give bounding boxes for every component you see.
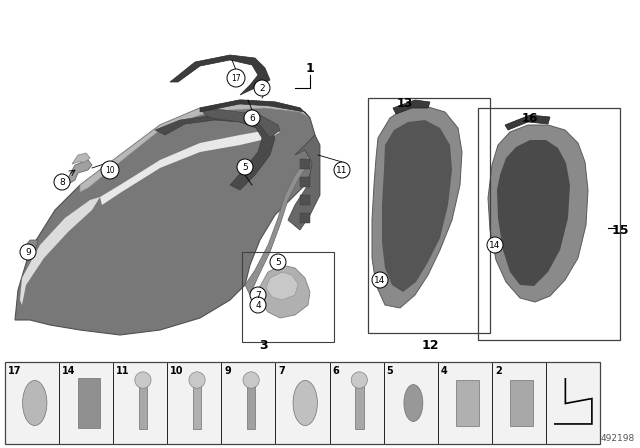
Circle shape: [227, 69, 245, 87]
Polygon shape: [245, 148, 315, 295]
Polygon shape: [15, 100, 315, 335]
Circle shape: [254, 80, 270, 96]
Polygon shape: [20, 197, 100, 305]
Circle shape: [372, 272, 388, 288]
Text: 6: 6: [333, 366, 339, 376]
Polygon shape: [200, 100, 310, 118]
Bar: [5, 362, 600, 444]
Bar: [193, 377, 202, 429]
Polygon shape: [393, 100, 430, 114]
Circle shape: [20, 244, 36, 260]
Polygon shape: [155, 115, 275, 190]
Text: 17: 17: [231, 73, 241, 82]
Bar: [368, 98, 490, 333]
Bar: [300, 195, 310, 205]
Polygon shape: [266, 272, 298, 300]
Text: 2: 2: [259, 83, 265, 92]
Text: 1: 1: [306, 61, 314, 74]
Ellipse shape: [243, 372, 259, 388]
Bar: [478, 108, 620, 340]
Text: 14: 14: [62, 366, 76, 376]
Ellipse shape: [293, 380, 317, 426]
Bar: [78, 379, 100, 427]
Ellipse shape: [135, 372, 151, 388]
Bar: [139, 377, 147, 429]
Polygon shape: [497, 140, 570, 286]
Text: 11: 11: [336, 165, 348, 175]
Polygon shape: [72, 153, 90, 164]
Bar: [355, 377, 364, 429]
Circle shape: [270, 254, 286, 270]
Bar: [456, 380, 479, 426]
Text: 6: 6: [249, 113, 255, 122]
Circle shape: [54, 174, 70, 190]
Polygon shape: [258, 265, 310, 318]
Text: 7: 7: [278, 366, 285, 376]
Circle shape: [250, 287, 266, 303]
Polygon shape: [200, 108, 280, 138]
Text: 3: 3: [260, 339, 268, 352]
Text: 2: 2: [495, 366, 502, 376]
Circle shape: [250, 297, 266, 313]
Polygon shape: [68, 160, 92, 183]
Bar: [300, 213, 310, 223]
Text: 14: 14: [374, 276, 386, 284]
Polygon shape: [382, 120, 452, 292]
Ellipse shape: [351, 372, 367, 388]
Polygon shape: [288, 135, 320, 230]
Polygon shape: [24, 240, 38, 252]
Text: 17: 17: [8, 366, 22, 376]
Ellipse shape: [189, 372, 205, 388]
Text: 13: 13: [397, 96, 413, 109]
Text: 5: 5: [387, 366, 394, 376]
Circle shape: [101, 161, 119, 179]
Ellipse shape: [404, 384, 423, 422]
Text: 492198: 492198: [601, 434, 635, 443]
Text: 10: 10: [170, 366, 184, 376]
Text: 4: 4: [255, 301, 261, 310]
Text: 10: 10: [105, 165, 115, 175]
Bar: [242, 252, 334, 342]
Polygon shape: [488, 125, 588, 302]
Circle shape: [487, 237, 503, 253]
Text: 16: 16: [522, 112, 538, 125]
Text: 4: 4: [441, 366, 447, 376]
Text: 9: 9: [25, 247, 31, 257]
Circle shape: [334, 162, 350, 178]
Bar: [300, 159, 310, 169]
Text: 9: 9: [225, 366, 231, 376]
Text: 12: 12: [421, 339, 439, 352]
Circle shape: [244, 110, 260, 126]
Text: 8: 8: [59, 177, 65, 186]
Bar: [300, 177, 310, 187]
Polygon shape: [80, 100, 310, 192]
Polygon shape: [505, 115, 550, 130]
Text: 7: 7: [255, 290, 261, 300]
Text: 5: 5: [275, 258, 281, 267]
Polygon shape: [170, 55, 270, 95]
Polygon shape: [372, 106, 462, 308]
Ellipse shape: [22, 380, 47, 426]
Text: 15: 15: [611, 224, 628, 237]
Bar: [247, 377, 255, 429]
Text: 14: 14: [490, 241, 500, 250]
Text: 5: 5: [242, 163, 248, 172]
Polygon shape: [100, 130, 280, 205]
Bar: [509, 380, 534, 426]
Circle shape: [237, 159, 253, 175]
Text: 11: 11: [116, 366, 130, 376]
